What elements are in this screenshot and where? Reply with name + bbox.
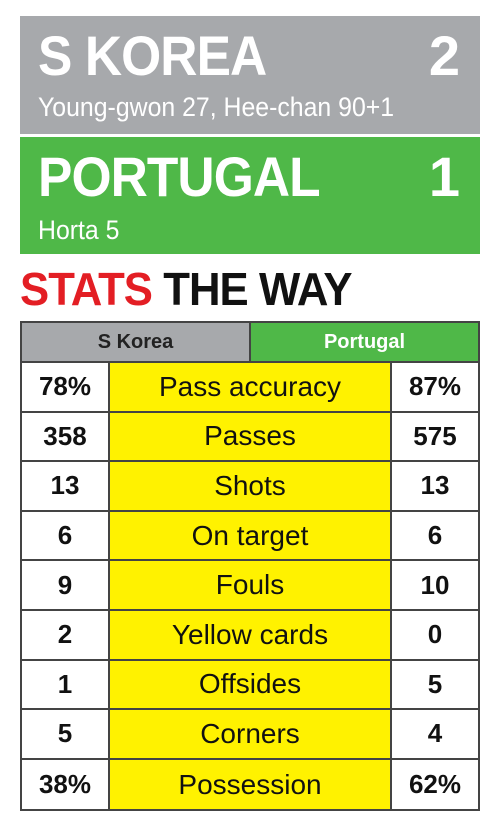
stat-home-value: 358 <box>22 412 110 461</box>
stat-away-value: 87% <box>392 363 478 411</box>
stat-label: On target <box>110 511 392 560</box>
stat-home-value: 13 <box>22 462 110 510</box>
home-team-name: S KOREA <box>38 24 267 87</box>
stat-label: Offsides <box>110 660 392 709</box>
stat-label: Corners <box>110 710 392 758</box>
stat-away-value: 6 <box>392 511 478 560</box>
stat-home-value: 6 <box>22 511 110 560</box>
stats-rows: 78% Pass accuracy 87% 358 Passes 575 13 Shots 13… <box>22 363 478 810</box>
stat-label: Possession <box>110 759 392 810</box>
away-team-score: 1 <box>428 145 460 208</box>
stat-away-value: 10 <box>392 561 478 609</box>
stat-home-value: 2 <box>22 610 110 659</box>
stats-heading-rest: THE WAY <box>163 263 352 315</box>
away-team-name: PORTUGAL <box>38 145 321 208</box>
stat-row: 5 Corners 4 <box>22 710 478 760</box>
stat-home-value: 78% <box>22 363 110 411</box>
stat-away-value: 5 <box>392 660 478 709</box>
column-header-home: S Korea <box>22 323 251 361</box>
stat-home-value: 1 <box>22 660 110 709</box>
stat-label: Shots <box>110 462 392 510</box>
stats-heading: STATS THE WAY <box>20 263 353 315</box>
stat-row: 1 Offsides 5 <box>22 660 478 711</box>
stats-table: S Korea Portugal 78% Pass accuracy 87% 358 P… <box>20 321 480 812</box>
home-team-bar: S KOREA 2 Young-gwon 27, Hee-chan 90+1 <box>20 16 480 134</box>
home-team-scorers: Young-gwon 27, Hee-chan 90+1 <box>38 92 395 122</box>
stat-away-value: 0 <box>392 610 478 659</box>
stat-away-value: 4 <box>392 710 478 758</box>
stat-away-value: 13 <box>392 462 478 510</box>
stat-label: Pass accuracy <box>110 363 392 411</box>
stat-away-value: 62% <box>392 759 478 810</box>
stat-label: Passes <box>110 412 392 461</box>
stat-row: 2 Yellow cards 0 <box>22 610 478 661</box>
stat-row: 13 Shots 13 <box>22 462 478 512</box>
stat-away-value: 575 <box>392 412 478 461</box>
stats-heading-highlight: STATS <box>20 263 153 315</box>
stat-row: 38% Possession 62% <box>22 759 478 810</box>
stat-home-value: 38% <box>22 759 110 810</box>
away-team-bar: PORTUGAL 1 Horta 5 <box>20 137 480 254</box>
column-header-away: Portugal <box>251 323 478 361</box>
home-team-score: 2 <box>428 24 460 87</box>
stat-row: 358 Passes 575 <box>22 412 478 463</box>
stat-label: Yellow cards <box>110 610 392 659</box>
stat-home-value: 9 <box>22 561 110 609</box>
stat-row: 6 On target 6 <box>22 511 478 562</box>
stat-row: 9 Fouls 10 <box>22 561 478 611</box>
stat-label: Fouls <box>110 561 392 609</box>
stat-home-value: 5 <box>22 710 110 758</box>
stat-row: 78% Pass accuracy 87% <box>22 363 478 413</box>
away-team-scorers: Horta 5 <box>38 215 120 245</box>
stats-table-header: S Korea Portugal <box>22 323 478 363</box>
